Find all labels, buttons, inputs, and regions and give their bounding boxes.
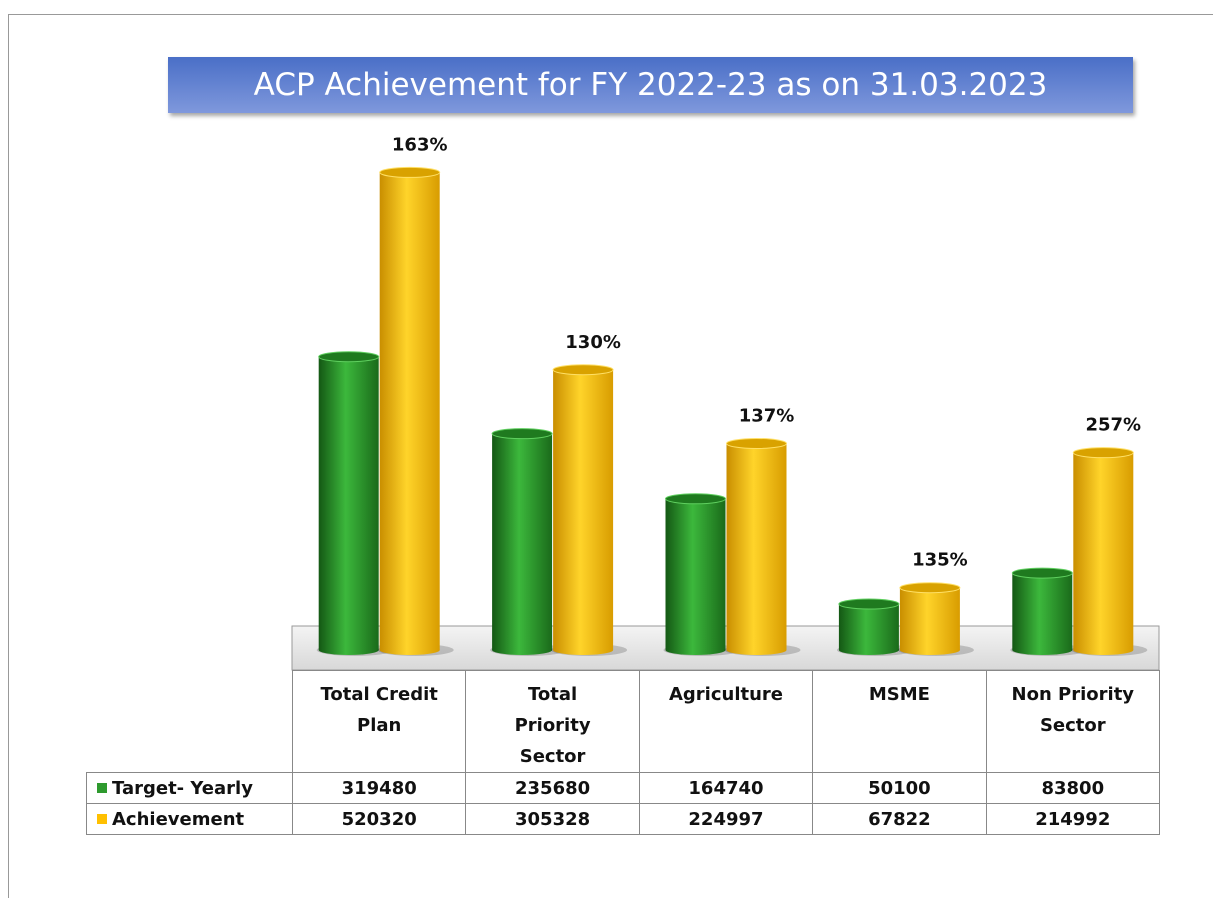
bar-bottom <box>665 645 726 655</box>
legend-swatch <box>97 783 107 793</box>
table-value: 214992 <box>985 803 1160 835</box>
bar-bottom <box>1073 645 1134 655</box>
bar-bottom <box>492 645 553 655</box>
bar <box>836 598 913 656</box>
bar-body <box>318 356 379 650</box>
bar <box>663 493 740 656</box>
frame <box>8 14 1213 898</box>
bar-top <box>491 428 553 440</box>
bar-bottom <box>318 645 379 655</box>
bar-body <box>899 587 960 650</box>
legend-label: Target- Yearly <box>112 777 253 799</box>
category-label: Total Priority Sector <box>465 670 640 773</box>
bar-body <box>726 443 787 650</box>
data-label: 257% <box>1085 415 1141 436</box>
bar-bottom <box>553 645 614 655</box>
table-value: 224997 <box>638 803 814 835</box>
bar-top <box>838 598 900 610</box>
category-label: Total Credit Plan <box>292 670 467 773</box>
data-label: 130% <box>565 332 621 353</box>
bar-top <box>318 351 380 363</box>
legend-swatch <box>97 814 107 824</box>
category-label: Non Priority Sector <box>985 670 1160 773</box>
chart-title: ACP Achievement for FY 2022-23 as on 31.… <box>168 57 1133 113</box>
table-value: 520320 <box>292 803 467 835</box>
bar-body <box>553 369 614 650</box>
bar-top <box>552 364 614 376</box>
category-label: MSME <box>812 670 987 773</box>
bar-body <box>838 604 899 650</box>
data-label: 137% <box>739 405 795 426</box>
table-value: 235680 <box>465 772 640 804</box>
bar-body <box>379 172 440 650</box>
bar <box>724 437 801 656</box>
bar-top <box>726 437 787 449</box>
bar <box>1010 567 1087 656</box>
bar-bottom <box>379 645 440 655</box>
bar-bottom <box>838 645 899 655</box>
bar <box>551 364 628 656</box>
bar-body <box>665 498 726 650</box>
bar-top <box>665 493 726 505</box>
bar-bottom <box>1012 645 1073 655</box>
bar <box>897 582 974 656</box>
table-value: 164740 <box>638 772 814 804</box>
legend-label: Achievement <box>112 808 245 830</box>
table-value: 319480 <box>292 772 467 804</box>
bar-body <box>1073 452 1134 650</box>
table-value: 305328 <box>465 803 640 835</box>
table-value: 83800 <box>985 772 1160 804</box>
legend-entry: Target- Yearly <box>86 772 293 804</box>
bar-top <box>899 582 961 594</box>
data-label: 135% <box>912 550 968 571</box>
bar-top <box>1072 447 1134 459</box>
bar-top <box>379 166 441 178</box>
bar-bottom <box>726 645 787 655</box>
bar-body <box>492 433 553 650</box>
bar <box>1071 447 1148 656</box>
bar <box>490 428 567 656</box>
bar-top <box>1011 567 1073 579</box>
bar-body <box>1012 573 1073 650</box>
table-value: 67822 <box>812 803 987 835</box>
category-label: Agriculture <box>638 670 814 773</box>
bar <box>377 166 454 656</box>
bar-bottom <box>899 645 960 655</box>
table-value: 50100 <box>812 772 987 804</box>
legend-entry: Achievement <box>86 803 293 835</box>
bar <box>316 351 393 656</box>
data-label: 163% <box>392 134 448 155</box>
